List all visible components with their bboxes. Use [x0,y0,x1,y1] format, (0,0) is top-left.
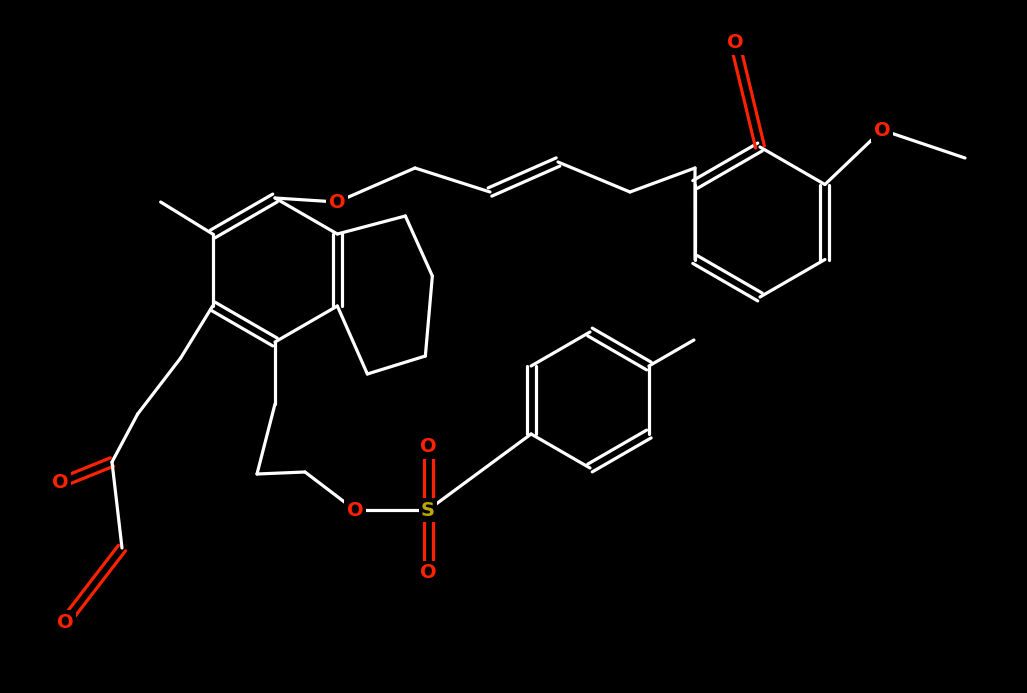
Text: O: O [420,563,436,583]
Text: O: O [51,473,69,493]
Text: O: O [347,500,364,520]
Text: O: O [420,437,436,457]
Text: O: O [727,33,744,53]
Text: O: O [329,193,345,211]
Text: S: S [421,500,435,520]
Text: O: O [874,121,890,139]
Text: O: O [56,613,73,631]
